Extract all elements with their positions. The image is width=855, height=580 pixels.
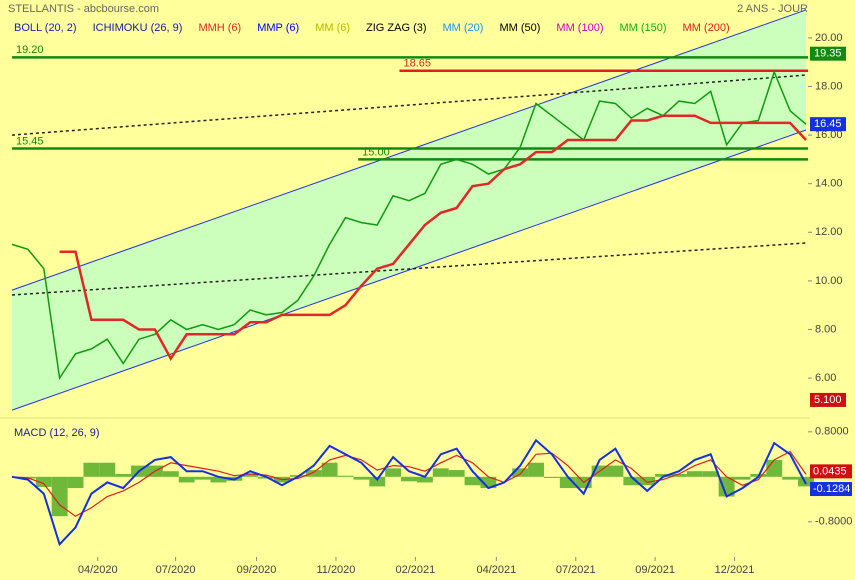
y-tick-label: 10.00 (815, 275, 843, 287)
macd-histogram-bar (178, 476, 195, 483)
macd-histogram-bar (162, 471, 179, 477)
macd-marker-label: 0.0435 (813, 465, 847, 477)
macd-histogram-bar (448, 470, 465, 477)
macd-histogram-bar (83, 462, 100, 477)
legend-entry: MM (6) (315, 22, 350, 34)
macd-histogram-bar (607, 465, 624, 477)
y-tick-label: 20.00 (815, 32, 843, 44)
macd-line (11, 438, 807, 547)
level-label: 18.65 (403, 58, 431, 70)
macd-histogram-bar (194, 476, 211, 480)
macd-histogram-bar (639, 476, 656, 486)
macd-histogram-bar (528, 462, 544, 477)
macd-histogram-bar (385, 468, 402, 477)
macd-histogram-bar (543, 476, 560, 478)
trendline (11, 242, 807, 296)
chart-title: STELLANTIS - abcbourse.com (8, 3, 159, 15)
macd-marker (810, 464, 852, 479)
y-tick-label: 12.00 (815, 226, 843, 238)
y-tick-label: 8.00 (815, 323, 836, 335)
macd-histogram-bar (734, 476, 751, 480)
macd-histogram-bar (782, 476, 799, 480)
macd-histogram-bar (480, 476, 497, 489)
macd-y-tick-label: -0.8000 (815, 516, 852, 528)
legend-entry: ICHIMOKU (26, 9) (93, 22, 183, 34)
macd-histogram-bar (432, 468, 449, 477)
level-label: 15.00 (362, 146, 390, 158)
macd-histogram-bar (353, 476, 370, 480)
macd-histogram-bar (464, 476, 481, 486)
legend-entry: ZIG ZAG (3) (366, 22, 427, 34)
x-tick-label: 11/2020 (316, 564, 355, 576)
x-tick-label: 02/2021 (395, 564, 435, 576)
x-tick-label: 09/2021 (635, 564, 675, 576)
macd-histogram-bar (305, 470, 322, 477)
macd-y-tick-label: 0.8000 (815, 426, 849, 438)
macd-histogram-bar (242, 474, 259, 477)
x-tick-label: 04/2021 (476, 564, 516, 576)
macd-histogram-bar (623, 476, 640, 486)
y-tick-label: 18.00 (815, 80, 843, 92)
macd-histogram-bar (655, 474, 672, 477)
level-label: 19.20 (16, 44, 44, 56)
macd-histogram-bar (369, 476, 386, 487)
legend-entry: MM (100) (556, 22, 603, 34)
price-marker-label: 16.45 (814, 118, 842, 130)
price-marker (810, 46, 846, 61)
y-tick-label: 14.00 (815, 178, 843, 190)
macd-histogram-bar (671, 474, 687, 477)
legend-entry: MMP (6) (257, 22, 299, 34)
legend-entry: MMH (6) (198, 22, 241, 34)
channel-line (11, 129, 807, 411)
macd-histogram-bar (99, 462, 116, 477)
macd-histogram-bar (401, 476, 417, 482)
macd-marker-label: -0.1284 (813, 483, 850, 495)
macd-marker (810, 482, 852, 497)
macd-histogram-bar (718, 476, 735, 497)
legend-entry: BOLL (20, 2) (14, 22, 77, 34)
macd-histogram-bar (766, 459, 783, 477)
level-label: 15.45 (16, 135, 44, 147)
macd-histogram-bar (416, 476, 433, 483)
macd-histogram-bar (115, 474, 132, 477)
macd-signal-line (11, 450, 807, 517)
legend-entry: MM (20) (443, 22, 484, 34)
macd-histogram-bar (686, 471, 703, 477)
y-tick-label: 16.00 (815, 129, 843, 141)
macd-histogram-bar (67, 476, 84, 489)
x-tick-label: 07/2020 (156, 564, 196, 576)
chart-subtitle: 2 ANS - JOUR (737, 3, 808, 15)
x-tick-label: 04/2020 (78, 564, 118, 576)
macd-histogram-bar (798, 476, 814, 487)
macd-histogram-bar (321, 462, 338, 477)
macd-title: MACD (12, 26, 9) (14, 427, 100, 439)
price-line (11, 69, 807, 381)
price-marker-label: 19.35 (814, 48, 842, 60)
x-tick-label: 12/2021 (715, 564, 755, 576)
price-marker (810, 117, 846, 132)
price-marker (810, 392, 846, 407)
macd-histogram-bar (559, 476, 576, 489)
channel-fill (12, 9, 806, 411)
trendline (11, 74, 807, 136)
macd-histogram-bar (702, 471, 719, 477)
macd-histogram-bar (35, 476, 52, 487)
macd-histogram-bar (512, 468, 529, 477)
x-tick-label: 07/2021 (556, 564, 596, 576)
macd-histogram-bar (210, 476, 227, 483)
price-marker-label: 5.100 (814, 394, 842, 406)
legend-entry: MM (50) (499, 22, 540, 34)
indicator-line (59, 114, 807, 362)
macd-histogram-bar (337, 475, 354, 477)
legend-entry: MM (150) (619, 22, 666, 34)
legend-entry: MM (200) (683, 22, 730, 34)
y-tick-label: 6.00 (815, 372, 836, 384)
macd-histogram-bar (51, 476, 68, 517)
x-tick-label: 09/2020 (237, 564, 277, 576)
